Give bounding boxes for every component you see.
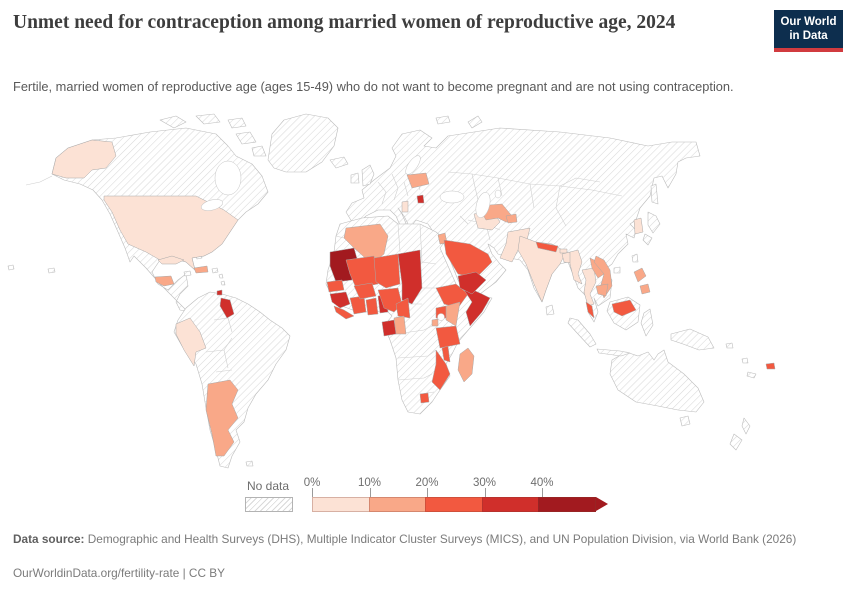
tick-mark: [312, 488, 313, 497]
great-lakes: [201, 199, 223, 211]
owid-logo-line2: in Data: [789, 30, 828, 42]
hudson-bay: [214, 160, 242, 196]
country-myanmar[interactable]: [569, 249, 583, 285]
data-source-label: Data source:: [13, 532, 85, 546]
arctic-islands: [159, 113, 483, 157]
legend-segment-30-40[interactable]: [481, 497, 539, 512]
owid-logo[interactable]: Our World in Data: [774, 10, 843, 52]
islands-misc: [7, 156, 757, 467]
country-cote-divoire[interactable]: [349, 295, 367, 315]
country-india[interactable]: [517, 235, 567, 303]
country-fiji[interactable]: [765, 362, 776, 370]
country-argentina[interactable]: [205, 379, 239, 457]
legend-arrow: [595, 497, 608, 511]
country-hispaniola[interactable]: [193, 265, 209, 274]
page-title: Unmet need for contraception among marri…: [13, 12, 676, 33]
country-ghana[interactable]: [365, 297, 379, 316]
data-source-text: Demographic and Health Surveys (DHS), Mu…: [84, 532, 797, 546]
country-bhutan[interactable]: [559, 248, 568, 254]
footer-url-license[interactable]: OurWorldinData.org/fertility-rate | CC B…: [13, 566, 225, 580]
country-peru[interactable]: [175, 317, 207, 367]
country-somalia[interactable]: [459, 283, 491, 327]
country-liberia[interactable]: [333, 305, 355, 320]
no-data-label: No data: [246, 479, 290, 493]
country-philippines-luzon[interactable]: [633, 267, 647, 283]
country-yemen[interactable]: [457, 271, 487, 295]
country-alaska[interactable]: [51, 139, 117, 179]
country-burundi[interactable]: [431, 318, 439, 327]
tick-label-10: 10%: [357, 477, 382, 489]
country-honduras[interactable]: [154, 275, 175, 287]
country-philippines-mindanao[interactable]: [639, 283, 651, 295]
country-malaysia-borneo[interactable]: [611, 299, 637, 317]
world-choropleth-map: [0, 112, 850, 480]
tick-label-0: 0%: [303, 477, 321, 489]
country-cambodia[interactable]: [595, 283, 609, 297]
country-burkina-faso[interactable]: [353, 282, 377, 300]
country-pakistan[interactable]: [499, 227, 531, 263]
country-united-states[interactable]: [103, 195, 239, 271]
aleutian-chain: [25, 175, 53, 186]
country-moldova[interactable]: [416, 194, 425, 204]
page-subtitle: Fertile, married women of reproductive a…: [13, 79, 734, 94]
owid-logo-line1: Our World: [780, 15, 837, 28]
country-senegal[interactable]: [326, 279, 345, 293]
country-niger[interactable]: [373, 253, 401, 289]
country-tajikistan[interactable]: [505, 213, 518, 224]
country-chad[interactable]: [397, 249, 423, 305]
country-albania[interactable]: [401, 200, 409, 213]
tick-mark: [369, 488, 371, 497]
landmass-greenland: [267, 113, 339, 173]
legend-segment-40-plus[interactable]: [538, 497, 596, 512]
tick-label-20: 20%: [415, 477, 439, 489]
tick-mark: [484, 488, 486, 497]
aral-sea: [494, 189, 502, 199]
country-south-korea[interactable]: [633, 217, 644, 235]
country-gabon[interactable]: [381, 319, 397, 337]
country-mozambique[interactable]: [431, 349, 451, 391]
tick-label-40: 40%: [530, 477, 554, 489]
black-sea: [439, 190, 465, 204]
country-belarus[interactable]: [406, 172, 430, 189]
tick-mark: [427, 488, 428, 497]
legend-segment-0-10[interactable]: [312, 497, 370, 512]
caspian-sea: [475, 192, 491, 218]
lake-victoria: [437, 313, 445, 321]
country-guinea[interactable]: [329, 291, 351, 309]
footer-note: OurWorldinData.org/fertility-rate | CC B…: [13, 566, 225, 580]
landmass-australia: [609, 349, 705, 413]
tick-mark: [542, 488, 543, 497]
country-cuba[interactable]: [157, 255, 185, 265]
country-saudi-arabia[interactable]: [443, 239, 493, 279]
country-trinidad[interactable]: [216, 289, 223, 296]
country-madagascar[interactable]: [457, 347, 475, 383]
legend-segment-10-20[interactable]: [368, 497, 426, 512]
country-guyana[interactable]: [219, 297, 235, 319]
data-source-line: Data source: Demographic and Health Surv…: [13, 531, 829, 548]
country-tanzania[interactable]: [435, 325, 461, 349]
map-legend: No data 0% 10% 20% 30% 40%: [0, 477, 850, 519]
country-malaysia-peninsula[interactable]: [585, 301, 595, 319]
legend-segment-20-30[interactable]: [425, 497, 483, 512]
legend-color-bar: [312, 497, 608, 512]
no-data-swatch[interactable]: [245, 497, 293, 512]
country-cameroon[interactable]: [395, 297, 411, 319]
country-lesotho[interactable]: [419, 392, 430, 404]
tick-label-30: 30%: [472, 477, 497, 489]
baltic-sea: [405, 155, 421, 175]
country-malawi[interactable]: [441, 345, 451, 363]
country-nepal[interactable]: [535, 241, 559, 253]
